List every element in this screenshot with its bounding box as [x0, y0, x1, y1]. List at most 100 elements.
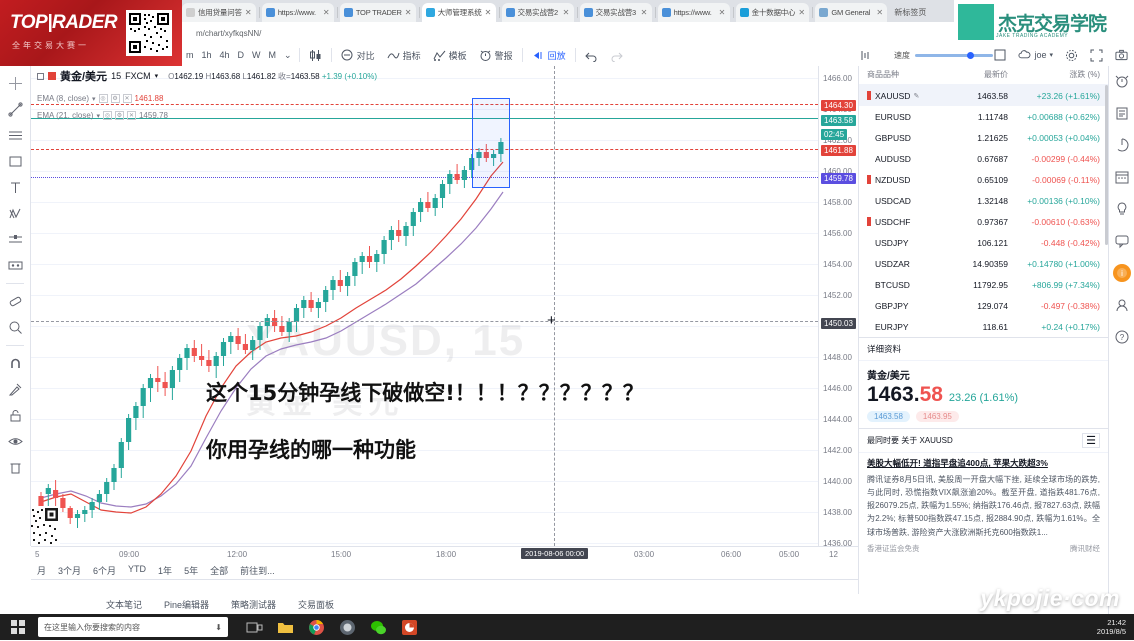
taskview-icon[interactable]	[246, 619, 263, 636]
speed-slider[interactable]	[915, 52, 993, 59]
ask-tag[interactable]: 1463.95	[915, 411, 959, 422]
toolbar-interval-chevron[interactable]: ⌄	[284, 49, 292, 60]
calendar-icon[interactable]	[1113, 168, 1131, 186]
news-menu-icon[interactable]: ☰	[1082, 433, 1100, 448]
chart-exchange-chevron-icon[interactable]: ▾	[154, 73, 159, 80]
speed-slider-knob[interactable]	[967, 52, 974, 59]
watchlist-row[interactable]: GBPUSD 1.21625 +0.00053 (+0.04%)	[859, 127, 1108, 148]
trendline-tool[interactable]	[4, 98, 26, 120]
watchlist-row[interactable]: USDZAR 14.90359 +0.14780 (+1.00%)	[859, 253, 1108, 274]
powerpoint-icon[interactable]	[401, 619, 418, 636]
ema8-chevron-icon[interactable]: ▾	[92, 95, 96, 103]
watchlist-row[interactable]: USDCAD 1.32148 +0.00136 (+0.10%)	[859, 190, 1108, 211]
tab-close-icon[interactable]: ✕	[718, 8, 726, 17]
redo-button[interactable]	[604, 44, 629, 67]
watchlist-row[interactable]: USDJPY 106.121 -0.448 (-0.42%)	[859, 232, 1108, 253]
crosshair-tool[interactable]	[4, 72, 26, 94]
taskbar-clock[interactable]: 21:42 2019/8/5	[1097, 618, 1134, 637]
snapshot-button[interactable]	[1109, 44, 1134, 67]
new-tab-label[interactable]: 新标签页	[894, 8, 927, 17]
tab-close-icon[interactable]: ✕	[244, 8, 252, 17]
wechat-icon[interactable]	[370, 619, 387, 636]
file-explorer-icon[interactable]	[277, 619, 294, 636]
browser-tab-0[interactable]: 信用贷量问答 ✕	[182, 3, 256, 22]
time-scale[interactable]: 509:0012:0015:0018:0021:0003:0006:0005:0…	[31, 546, 858, 560]
compare-button[interactable]: 对比	[335, 44, 381, 67]
watchlist-row[interactable]: NZDUSD 0.65109 -0.00069 (-0.11%)	[859, 169, 1108, 190]
edit-pencil-icon[interactable]: ✎	[913, 92, 920, 100]
bottom-tab[interactable]: 交易面板	[298, 599, 335, 610]
watchlist-row[interactable]: BTCUSD 11792.95 +806.99 (+7.34%)	[859, 274, 1108, 295]
browser-tab-3[interactable]: 大师管理系统 ✕	[421, 3, 496, 22]
fullscreen-button[interactable]	[1084, 44, 1109, 67]
ema8-eye-icon[interactable]: ◎	[98, 94, 108, 103]
visibility-tool[interactable]	[4, 430, 26, 452]
watchlist-row[interactable]: EURUSD 1.11748 +0.00688 (+0.62%)	[859, 106, 1108, 127]
tab-close-icon[interactable]: ✕	[798, 8, 806, 17]
browser-tab-8[interactable]: GM General ✕	[815, 3, 888, 22]
forecast-tool[interactable]	[4, 228, 26, 250]
watchlist-col-last[interactable]: 最新价	[984, 70, 1008, 79]
bottom-tab[interactable]: 文本笔记	[106, 599, 143, 610]
range-5年[interactable]: 5年	[184, 566, 199, 576]
tab-close-icon[interactable]: ✕	[322, 8, 330, 17]
replay-button[interactable]: 回放	[526, 44, 572, 67]
replay-step-icon[interactable]	[859, 49, 872, 62]
tab-close-icon[interactable]: ✕	[484, 8, 492, 17]
lock-tool[interactable]	[4, 404, 26, 426]
range-月[interactable]: 月	[37, 566, 47, 576]
watchlist-row[interactable]: EURJPY 118.61 +0.24 (+0.17%)	[859, 316, 1108, 337]
timeframe-m[interactable]: m	[186, 50, 194, 60]
ideas-icon[interactable]	[1113, 200, 1131, 218]
timeframe-D[interactable]: D	[237, 50, 245, 60]
mt4-icon[interactable]	[339, 619, 356, 636]
selected-bar-highlight[interactable]	[472, 98, 510, 188]
bid-tag[interactable]: 1463.58	[867, 411, 910, 422]
indicators-button[interactable]: 指标	[381, 44, 427, 67]
templates-button[interactable]: 模板	[427, 44, 473, 67]
settings-button[interactable]	[1059, 44, 1084, 67]
chart-interval[interactable]: 15	[111, 71, 122, 81]
range-6个月[interactable]: 6个月	[93, 566, 117, 576]
news-headline[interactable]: 美股大幅低开! 道指早盘追400点, 苹果大跌超3%	[867, 458, 1048, 468]
emoji-tool[interactable]	[4, 254, 26, 276]
watchlist-col-change[interactable]: 涨跌 (%)	[1069, 70, 1100, 79]
hotlist-icon[interactable]	[1113, 136, 1131, 154]
tab-close-icon[interactable]: ✕	[640, 8, 648, 17]
watchlist-row[interactable]: XAUUSD ✎ 1463.58 +23.26 (+1.61%)	[859, 85, 1108, 106]
delete-tool[interactable]	[4, 456, 26, 478]
support-badge-icon[interactable]: i	[1112, 264, 1131, 282]
timeframe-4h[interactable]: 4h	[219, 50, 230, 60]
taskbar-search-input[interactable]: 在这里输入你要搜索的内容 ⬇	[38, 617, 228, 637]
ema21-chevron-icon[interactable]: ▾	[96, 112, 100, 120]
horizontal-lines-tool[interactable]	[4, 124, 26, 146]
watchlist-row[interactable]: GBPJPY 129.074 -0.497 (-0.38%)	[859, 295, 1108, 316]
timeframe-W[interactable]: W	[252, 50, 261, 60]
browser-tab-7[interactable]: 金十数据中心 ✕	[735, 3, 810, 22]
alert-bell-icon[interactable]	[1113, 72, 1131, 90]
rectangle-tool[interactable]	[4, 150, 26, 172]
watchlist-col-symbol[interactable]: 商品品种	[867, 70, 899, 79]
candle-style-button[interactable]	[303, 44, 328, 67]
detail-panel-header[interactable]: 详细资料	[859, 337, 1108, 361]
help-icon[interactable]: ?	[1113, 328, 1131, 346]
pattern-tool[interactable]	[4, 202, 26, 224]
browser-tab-4[interactable]: 交易实战营2 ✕	[501, 3, 574, 22]
timeframe-1h[interactable]: 1h	[201, 50, 212, 60]
browser-tab-2[interactable]: TOP TRADER ✕	[339, 3, 416, 22]
ema21-close-icon[interactable]: ✕	[126, 111, 136, 120]
bottom-tab[interactable]: Pine编辑器	[164, 599, 210, 610]
microphone-icon[interactable]: ⬇	[215, 622, 222, 632]
chrome-icon[interactable]	[308, 619, 325, 636]
range-1年[interactable]: 1年	[158, 566, 173, 576]
ema8-settings-icon[interactable]: ⚙	[110, 94, 120, 103]
browser-tab-5[interactable]: 交易实战营3 ✕	[579, 3, 652, 22]
browser-tab-1[interactable]: https://www. ✕	[261, 3, 334, 22]
magnet-tool[interactable]	[4, 352, 26, 374]
notes-icon[interactable]	[1113, 104, 1131, 122]
zoom-tool[interactable]	[4, 316, 26, 338]
price-chart[interactable]: 黄金/美元 15 FXCM ▾ O1462.19 H1463.68 L1461.…	[31, 66, 818, 546]
goto-date-button[interactable]: 前往到...	[240, 566, 275, 576]
cloud-chevron-down-icon[interactable]: ▾	[1049, 52, 1053, 59]
start-button[interactable]	[0, 614, 36, 640]
